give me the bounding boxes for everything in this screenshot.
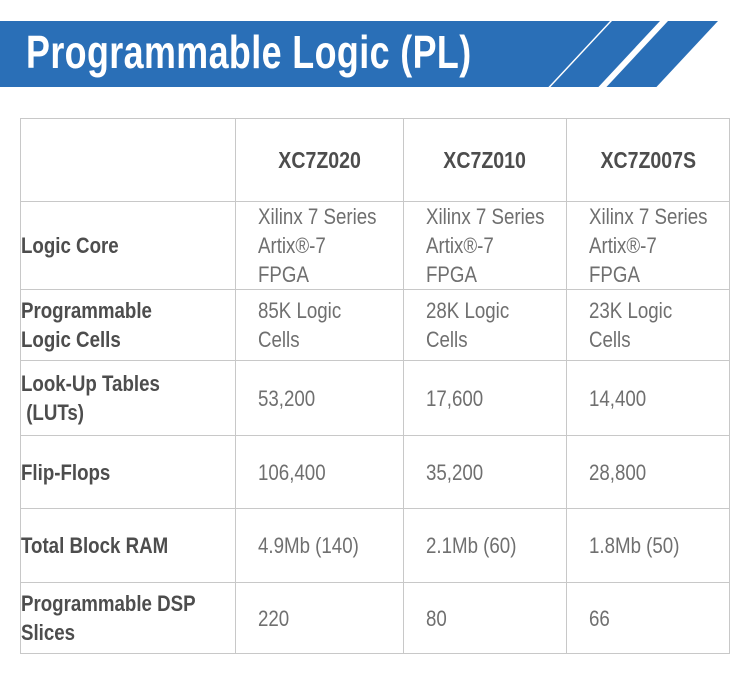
row-label: Programmable Logic Cells <box>20 289 236 362</box>
column-header-text: XC7Z007S <box>600 146 696 173</box>
corner-cell <box>20 118 236 202</box>
header-row: XC7Z020 XC7Z010 XC7Z007S <box>20 118 730 202</box>
spec-cell: 28K Logic Cells <box>403 289 567 362</box>
spec-cell: 23K Logic Cells <box>566 289 730 362</box>
column-header-xc7z007s: XC7Z007S <box>566 118 730 202</box>
cell-text: 28K Logic Cells <box>426 298 515 353</box>
spec-cell: 66 <box>566 582 730 655</box>
table-row-dsp-slices: Programmable DSP Slices 220 80 66 <box>20 582 730 655</box>
cell-text: 28,800 <box>589 459 647 485</box>
table-row-flip-flops: Flip-Flops 106,400 35,200 28,800 <box>20 435 730 510</box>
cell-text: Xilinx 7 Series Artix®-7 FPGA <box>589 204 708 288</box>
row-label: Logic Core <box>20 200 236 291</box>
cell-text: 85K Logic Cells <box>258 298 347 353</box>
spec-cell: 1.8Mb (50) <box>566 508 730 584</box>
spec-cell: 4.9Mb (140) <box>235 508 404 584</box>
cell-text: 53,200 <box>258 385 316 411</box>
table-row-logic-cells: Programmable Logic Cells 85K Logic Cells… <box>20 289 730 362</box>
spec-cell: 35,200 <box>403 435 567 510</box>
spec-cell: 53,200 <box>235 360 404 437</box>
spec-cell: 28,800 <box>566 435 730 510</box>
table-row-logic-core: Logic Core Xilinx 7 Series Artix®-7 FPGA… <box>20 200 730 291</box>
row-label: Programmable DSP Slices <box>20 582 236 655</box>
spec-cell: 80 <box>403 582 567 655</box>
spec-cell: Xilinx 7 Series Artix®-7 FPGA <box>566 200 730 291</box>
spec-cell: 85K Logic Cells <box>235 289 404 362</box>
table-row-block-ram: Total Block RAM 4.9Mb (140) 2.1Mb (60) 1… <box>20 508 730 584</box>
row-label-text: Programmable Logic Cells <box>21 298 152 353</box>
cell-text: 4.9Mb (140) <box>258 533 359 559</box>
page-title: Programmable Logic (PL) <box>26 25 472 78</box>
row-label: Total Block RAM <box>20 508 236 584</box>
row-label-text: Programmable DSP Slices <box>21 591 196 646</box>
banner: Programmable Logic (PL) <box>0 21 750 87</box>
spec-table: XC7Z020 XC7Z010 XC7Z007S Logic Core Xili… <box>20 118 730 655</box>
spec-cell: 2.1Mb (60) <box>403 508 567 584</box>
cell-text: 2.1Mb (60) <box>426 533 517 559</box>
row-label-text: Look-Up Tables (LUTs) <box>21 371 160 426</box>
cell-text: 66 <box>589 605 610 631</box>
row-label-text: Flip-Flops <box>21 459 111 485</box>
spec-cell: Xilinx 7 Series Artix®-7 FPGA <box>403 200 567 291</box>
row-label: Flip-Flops <box>20 435 236 510</box>
column-header-text: XC7Z010 <box>443 146 527 173</box>
cell-text: 106,400 <box>258 459 326 485</box>
cell-text: 1.8Mb (50) <box>589 533 680 559</box>
column-header-xc7z020: XC7Z020 <box>235 118 404 202</box>
row-label-text: Total Block RAM <box>21 533 169 559</box>
cell-text: Xilinx 7 Series Artix®-7 FPGA <box>258 204 377 288</box>
spec-cell: 106,400 <box>235 435 404 510</box>
spec-cell: 14,400 <box>566 360 730 437</box>
column-header-xc7z010: XC7Z010 <box>403 118 567 202</box>
spec-cell: 17,600 <box>403 360 567 437</box>
cell-text: Xilinx 7 Series Artix®-7 FPGA <box>426 204 545 288</box>
cell-text: 23K Logic Cells <box>589 298 678 353</box>
cell-text: 220 <box>258 605 290 631</box>
spec-cell: 220 <box>235 582 404 655</box>
cell-text: 35,200 <box>426 459 484 485</box>
cell-text: 17,600 <box>426 385 484 411</box>
row-label: Look-Up Tables (LUTs) <box>20 360 236 437</box>
cell-text: 80 <box>426 605 447 631</box>
spec-cell: Xilinx 7 Series Artix®-7 FPGA <box>235 200 404 291</box>
row-label-text: Logic Core <box>21 233 119 259</box>
cell-text: 14,400 <box>589 385 647 411</box>
column-header-text: XC7Z020 <box>278 146 361 173</box>
table-row-luts: Look-Up Tables (LUTs) 53,200 17,600 14,4… <box>20 360 730 437</box>
